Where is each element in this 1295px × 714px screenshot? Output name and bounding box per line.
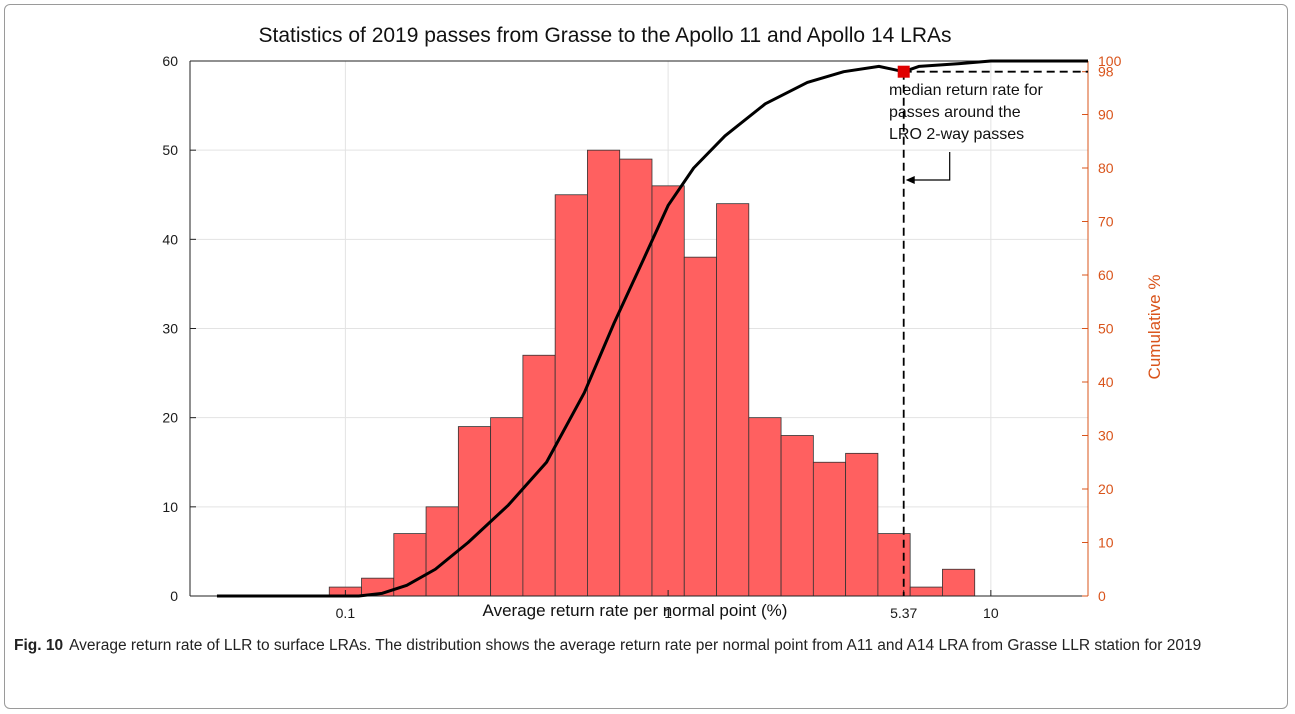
- grid-lines: [190, 61, 1088, 596]
- right-y-axis-label: Cumulative %: [1145, 275, 1164, 380]
- histogram-bar: [748, 417, 782, 597]
- y-tick-label: 40: [162, 231, 178, 247]
- histogram-bar: [716, 203, 750, 597]
- figure-frame: [4, 4, 1288, 709]
- right-y-tick-label: 70: [1098, 214, 1114, 230]
- y-tick-label: 30: [162, 321, 178, 337]
- figure-caption: Fig. 10 Average return rate of LLR to sur…: [14, 634, 1274, 658]
- x-tick-label: 0.1: [336, 605, 356, 621]
- right-y-tick-label: 98: [1098, 64, 1114, 80]
- annotation-arrow-line: [911, 152, 951, 181]
- right-y-tick-label: 40: [1098, 374, 1114, 390]
- x-axis-label: Average return rate per normal point (%): [483, 601, 788, 620]
- histogram-bar: [457, 426, 492, 597]
- histogram-bar: [909, 586, 943, 597]
- x-tick-label: 1: [664, 605, 672, 621]
- right-y-tick-label: 30: [1098, 428, 1114, 444]
- histogram-bar: [812, 461, 847, 597]
- right-y-tick-label: 90: [1098, 107, 1114, 123]
- histogram-bar: [651, 185, 685, 597]
- right-y-tick-label: 100: [1098, 53, 1122, 69]
- y-tick-label: 50: [162, 142, 178, 158]
- right-y-tick-label: 10: [1098, 535, 1114, 551]
- histogram-bar: [780, 435, 814, 597]
- histogram-bars: [328, 149, 976, 597]
- right-y-tick-label: 20: [1098, 481, 1114, 497]
- y-tick-label: 20: [162, 410, 178, 426]
- histogram-bar: [845, 452, 879, 597]
- x-tick-label: 10: [983, 605, 999, 621]
- median-marker: [897, 65, 910, 78]
- y-tick-label: 0: [170, 588, 178, 604]
- right-y-tick-label: 60: [1098, 267, 1114, 283]
- y-tick-label: 10: [162, 499, 178, 515]
- chart-title: Statistics of 2019 passes from Grasse to…: [258, 24, 951, 47]
- histogram-bar: [877, 533, 911, 597]
- histogram-bar: [425, 506, 459, 597]
- caption-text: Average return rate of LLR to surface LR…: [69, 637, 1202, 654]
- histogram-bar: [683, 256, 717, 597]
- median-annotation: median return rate for passes around the…: [889, 65, 1088, 596]
- right-y-tick-label: 50: [1098, 321, 1114, 337]
- y-tick-label: 60: [162, 53, 178, 69]
- x-tick-label: 5.37: [890, 605, 917, 621]
- median-annotation-line-2: passes around the: [889, 104, 1021, 121]
- right-y-tick-label: 80: [1098, 160, 1114, 176]
- annotation-arrow-head: [905, 176, 915, 184]
- histogram-bar: [619, 158, 653, 597]
- median-annotation-line-1: median return rate for: [889, 82, 1044, 99]
- histogram-bar: [942, 568, 976, 597]
- caption-label: Fig. 10: [14, 637, 64, 654]
- median-annotation-line-3: LRO 2-way passes: [889, 126, 1024, 143]
- histogram-bar: [522, 354, 556, 597]
- right-y-tick-label: 0: [1098, 588, 1106, 604]
